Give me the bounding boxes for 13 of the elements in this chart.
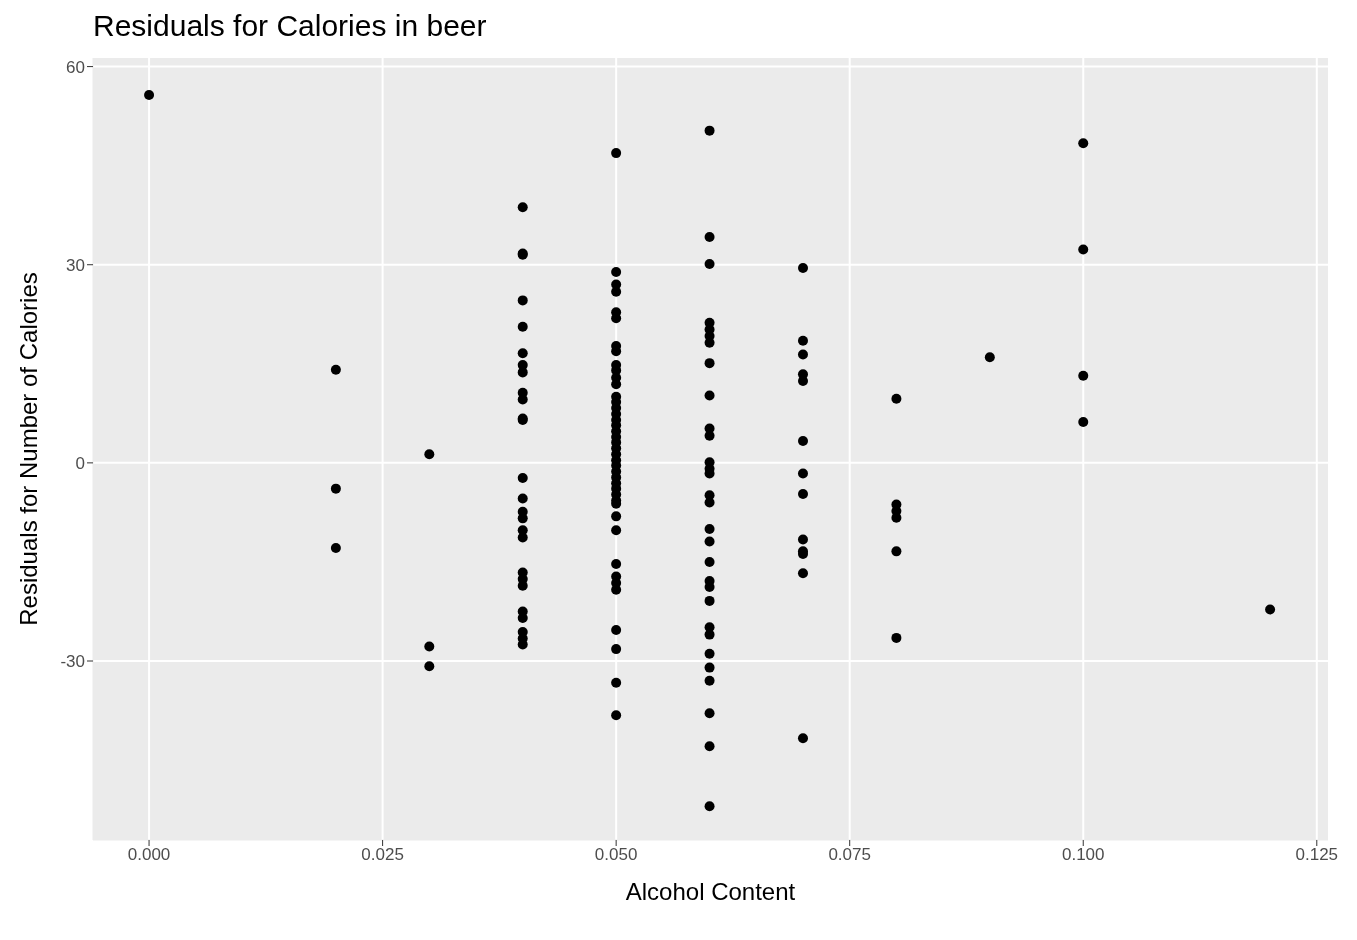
- y-axis-title: Residuals for Number of Calories: [14, 272, 42, 626]
- x-tick-label: 0.100: [1061, 845, 1105, 865]
- y-tick-label: 30: [66, 255, 85, 275]
- x-tick-label: 0.050: [594, 845, 638, 865]
- x-tick-label: 0.000: [127, 845, 171, 865]
- y-tick-label: 0: [75, 453, 85, 473]
- y-tick-label: 60: [66, 57, 85, 77]
- x-axis-title: Alcohol Content: [625, 878, 796, 905]
- x-tick-label: 0.075: [828, 845, 871, 865]
- y-tick-label: -30: [60, 652, 85, 672]
- x-tick-label: 0.025: [361, 845, 404, 865]
- x-tick-label: 0.125: [1295, 845, 1339, 865]
- chart-title: Residuals for Calories in beer: [92, 8, 488, 44]
